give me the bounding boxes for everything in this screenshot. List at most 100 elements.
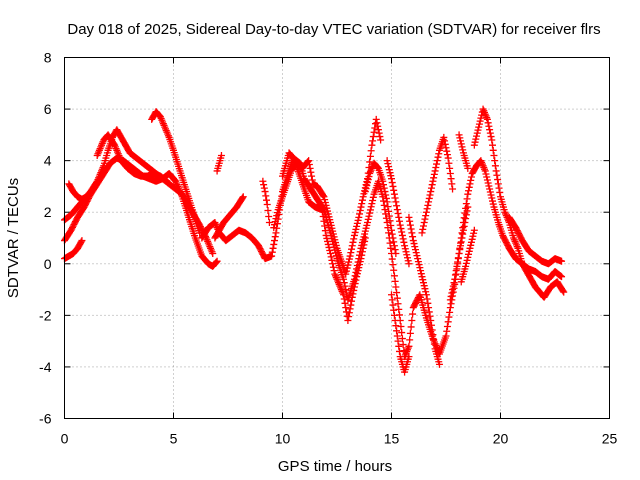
data-point [321,222,329,230]
data-point [377,136,385,144]
data-point [342,267,350,275]
data-point [473,132,481,140]
data-point [393,289,401,297]
data-point [260,181,268,189]
data-point [403,254,411,262]
data-point [326,246,334,254]
data-point [464,253,472,261]
data-point [381,188,389,196]
data-point [345,309,353,317]
data-point [428,326,436,334]
data-point [455,131,463,139]
data-point [406,217,414,225]
data-point [388,296,396,304]
data-point [492,167,500,175]
data-point [391,277,399,285]
data-point [385,166,393,174]
y-axis-label: SDTVAR / TECUs [5,178,22,298]
x-tick-label: 0 [61,431,69,447]
data-point [209,249,217,257]
data-point [489,141,497,149]
data-point [357,203,365,211]
data-point [435,150,443,158]
data-point [421,215,429,223]
data-point [346,305,354,313]
data-point [400,238,408,246]
data-point [482,170,490,178]
data-point [426,312,434,320]
data-point [163,177,171,185]
data-point [486,188,494,196]
data-point [426,191,434,199]
data-point [457,238,465,246]
data-point [356,210,364,218]
data-point [307,168,315,176]
data-point [484,119,492,127]
data-point [423,205,431,213]
data-point [393,294,401,302]
data-point [391,194,399,202]
data-point [451,271,459,279]
data-point [359,193,367,201]
x-axis-label: GPS time / hours [278,458,392,475]
data-point [485,122,493,130]
data-point [454,258,462,266]
data-point [414,255,422,263]
data-point [342,304,350,312]
grid-layer [64,57,610,419]
data-point [434,153,442,161]
data-point [489,197,497,205]
data-point [446,164,454,172]
data-point [462,259,470,267]
data-point [395,342,403,350]
data-point [373,119,381,127]
data-point [416,264,424,272]
data-point [398,335,406,343]
series-trace-9 [213,151,225,175]
data-point [422,288,430,296]
data-point [408,229,416,237]
data-point [474,126,482,134]
data-point [560,288,568,296]
data-point [374,164,382,172]
data-point [350,235,358,243]
data-point [306,164,314,172]
data-point [458,143,466,151]
data-point [422,208,430,216]
data-point [358,200,366,208]
data-point [449,185,457,193]
data-point [451,275,459,283]
data-point [348,245,356,253]
data-point [385,212,393,220]
data-point [392,283,400,291]
data-point [271,218,279,226]
data-point [457,242,465,250]
series-trace-3 [61,237,86,263]
data-point [488,136,496,144]
data-point [406,336,414,344]
data-point [269,244,277,252]
x-tick-label: 25 [602,431,618,447]
data-point [364,215,372,223]
y-tick-label: 4 [44,153,52,169]
data-point [385,207,393,215]
data-point [390,266,398,274]
data-point [344,261,352,269]
data-point [463,207,471,215]
data-point [413,252,421,260]
series-trace-16 [388,291,413,376]
data-point [489,200,497,208]
data-point [348,293,356,301]
data-point [82,193,90,201]
data-point [420,219,428,227]
data-point [376,133,384,141]
data-point [433,157,441,165]
data-point [348,297,356,305]
series-trace-13 [318,203,369,325]
data-point [447,175,455,183]
data-point [350,286,358,294]
data-point [422,212,430,220]
data-point [424,299,432,307]
data-point [446,308,454,316]
data-point [304,158,312,166]
